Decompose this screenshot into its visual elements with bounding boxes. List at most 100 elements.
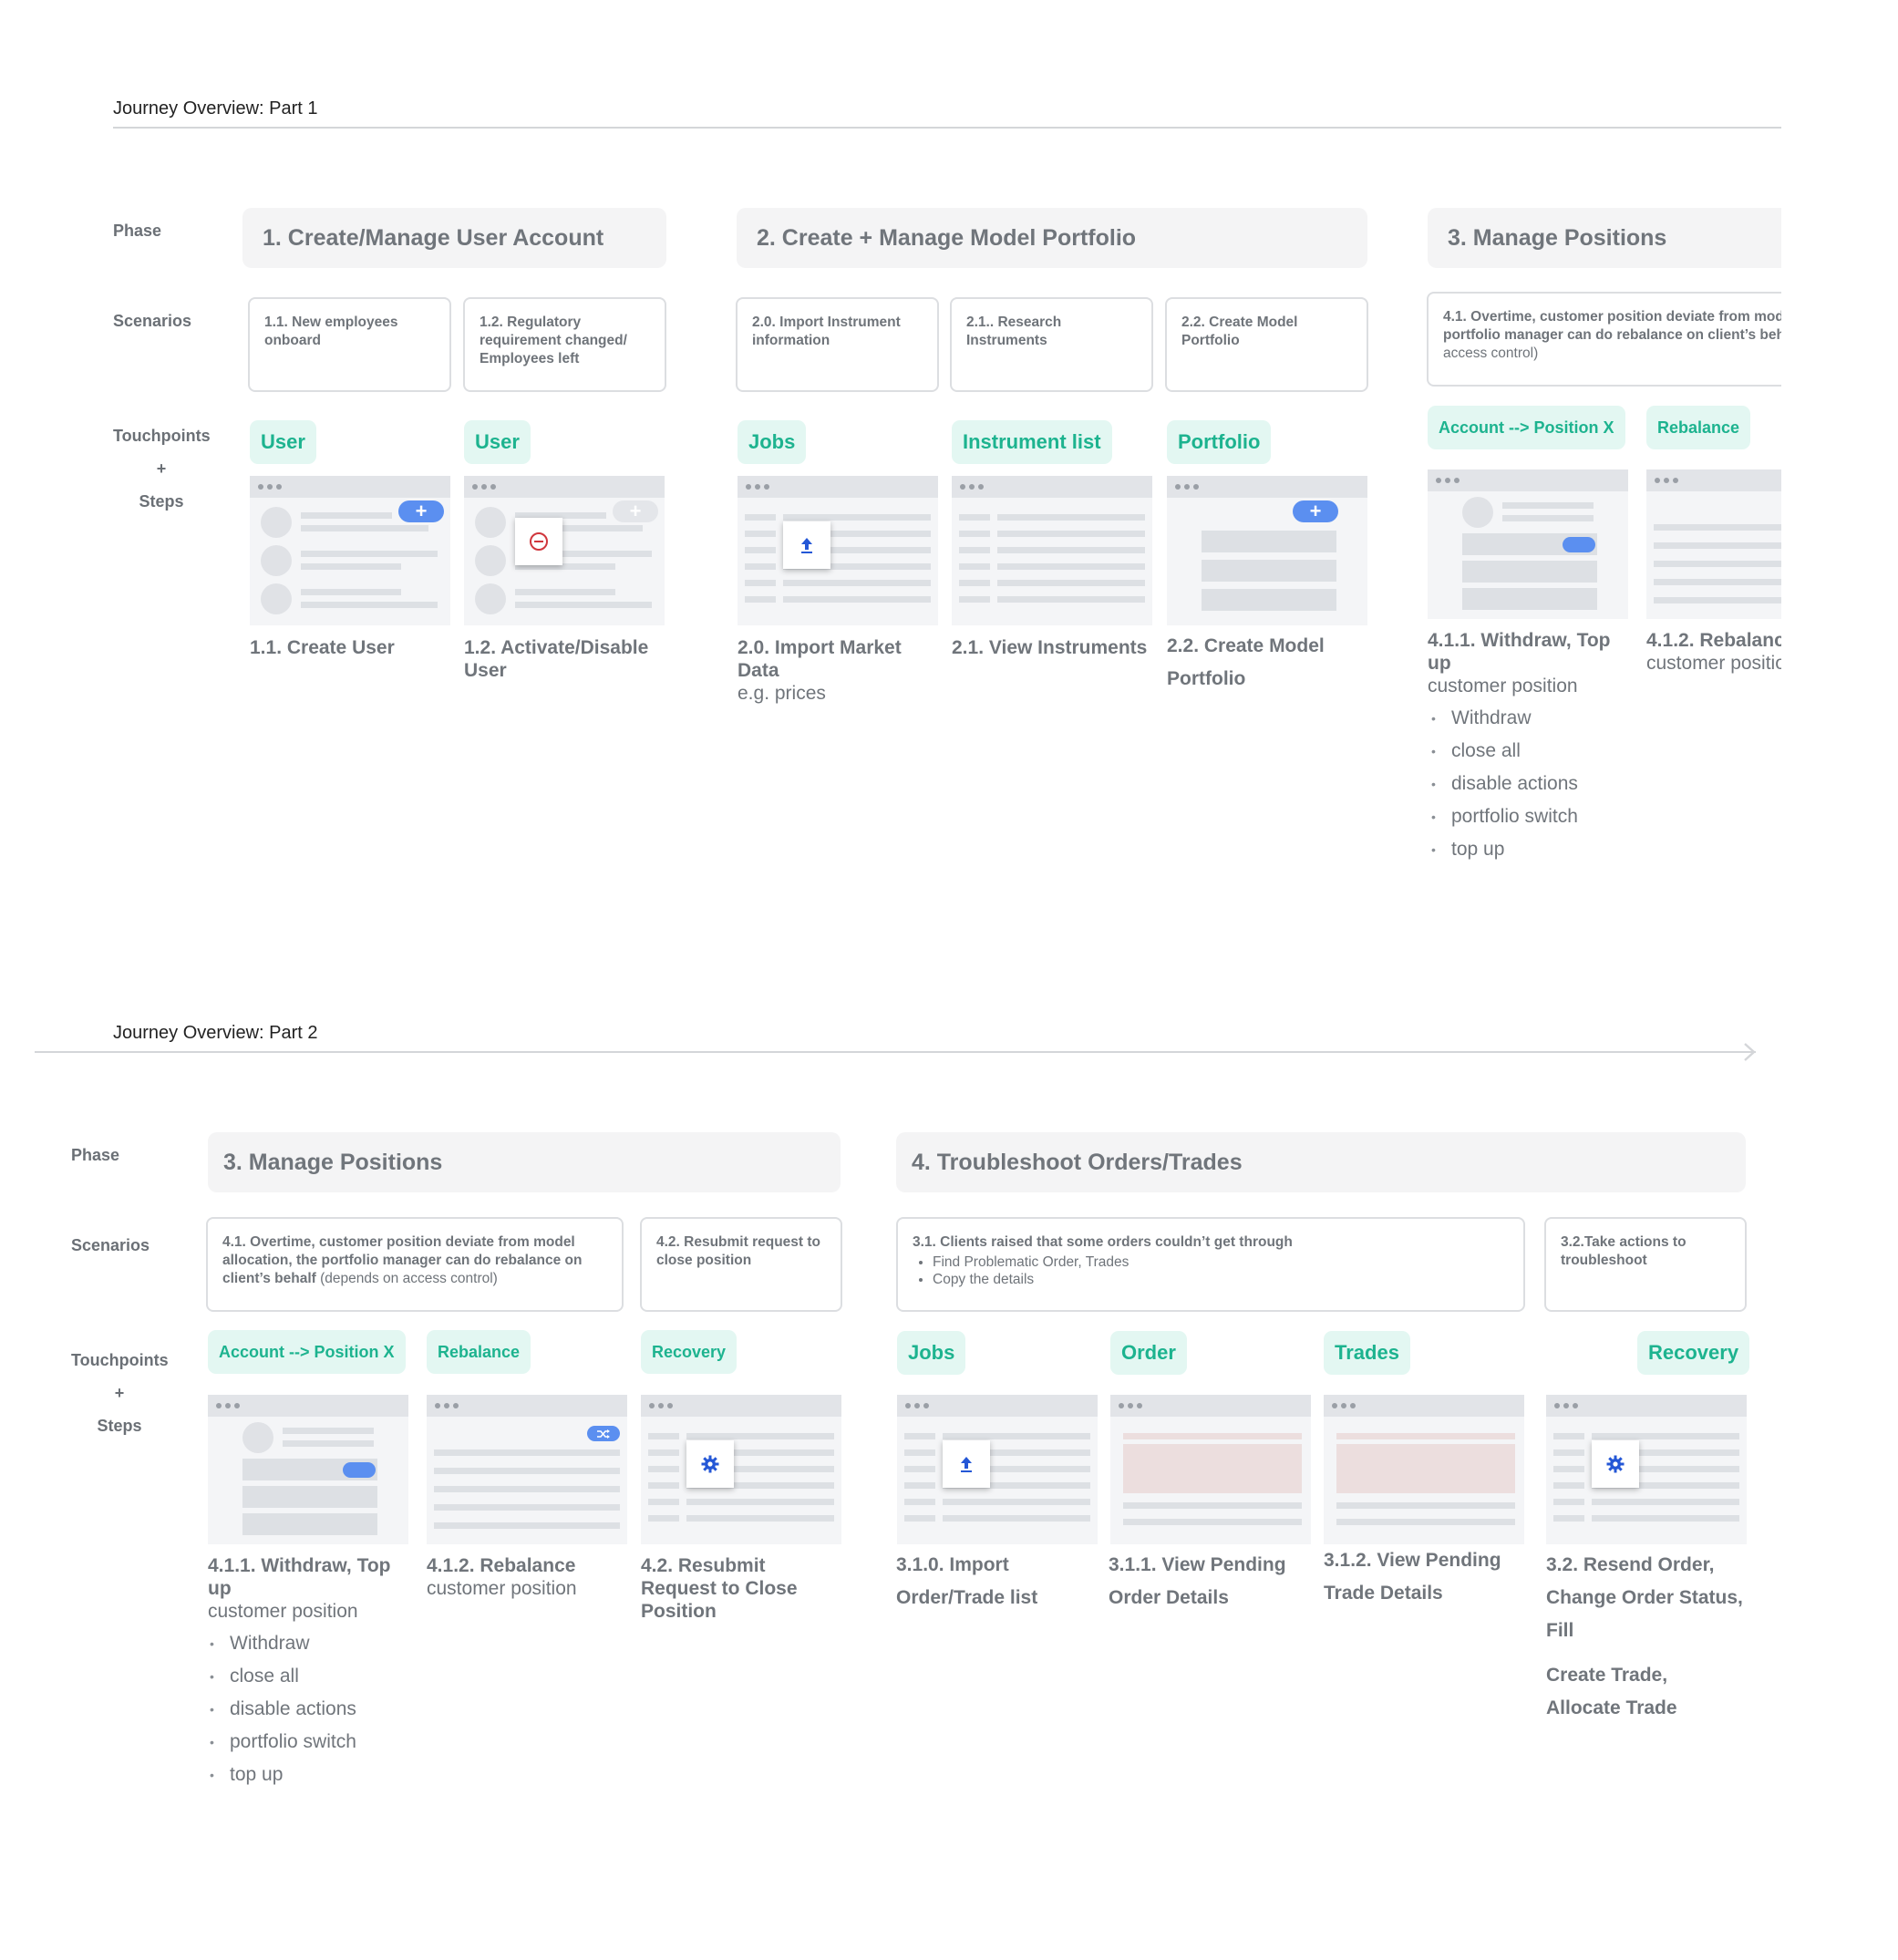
step-extra: Create Trade, Allocate Trade (1546, 1665, 1677, 1718)
row-label-scenarios: Scenarios (71, 1236, 150, 1254)
tag-account-position: Account --> Position X (208, 1330, 406, 1374)
step-activate-disable-user: 1.2. Activate/Disable User (464, 636, 669, 682)
scenario-import-instrument: 2.0. Import Instrument information (736, 297, 939, 392)
scenario-text: 1.2. Regulatory requirement changed/ Emp… (480, 315, 627, 366)
step-title: 3.2. Resend Order, Change Order Status, … (1546, 1554, 1743, 1641)
gear-icon (1592, 1440, 1639, 1488)
step-subtitle: e.g. prices (738, 683, 826, 704)
step-withdraw-top-up: 4.1.1. Withdraw, Top up customer position (208, 1554, 413, 1623)
gear-icon (686, 1440, 734, 1488)
tag-portfolio: Portfolio (1167, 420, 1272, 464)
step-title: 4.1.2. Rebalance (1646, 630, 1781, 651)
thumbnail-pending-order (1110, 1395, 1311, 1544)
upload-icon (783, 521, 830, 569)
shuffle-icon (587, 1426, 620, 1441)
thumbnail-create-model-portfolio: + (1167, 476, 1367, 625)
tag-jobs: Jobs (738, 420, 807, 464)
list-item: disable actions (1431, 768, 1578, 800)
scenario-text: 3.1. Clients raised that some orders cou… (913, 1234, 1293, 1250)
row-label-plus: + (114, 1384, 125, 1402)
step-subtitle: customer position (427, 1578, 577, 1599)
phase-manage-positions: 3. Manage Positions (208, 1132, 841, 1192)
row-label-scenarios: Scenarios (113, 312, 192, 330)
scenario-text: 3.2.Take actions to troubleshoot (1561, 1234, 1687, 1268)
thumbnail-withdraw-top-up (208, 1395, 408, 1544)
thumbnail-rebalance (427, 1395, 627, 1544)
scenario-take-actions: 3.2.Take actions to troubleshoot (1544, 1217, 1747, 1312)
scenario-research-instruments: 2.1.. Research Instruments (950, 297, 1153, 392)
toggle-pill (343, 1462, 376, 1478)
phase-troubleshoot-orders: 4. Troubleshoot Orders/Trades (896, 1132, 1746, 1192)
step-import-market-data: 2.0. Import Market Data e.g. prices (738, 636, 943, 705)
step-title: 2.0. Import Market Data (738, 637, 902, 681)
row-label-phase: Phase (113, 222, 162, 240)
scenario-text: 4.1. Overtime, customer position deviate… (1443, 309, 1781, 343)
list-item: top up (1431, 833, 1578, 866)
part2-divider (35, 1051, 1756, 1053)
plus-icon: + (398, 500, 444, 522)
step-create-user: 1.1. Create User (250, 636, 455, 659)
withdraw-actions-list: Withdraw close all disable actions portf… (208, 1627, 356, 1791)
step-subtitle: customer position (208, 1601, 358, 1622)
step-title: 4.1.2. Rebalance (427, 1555, 576, 1576)
scenario-text: 4.1. Overtime, customer position deviate… (222, 1234, 583, 1286)
thumbnail-resend-order (1546, 1395, 1747, 1544)
step-title: 4.2. Resubmit Request to Close Position (641, 1555, 798, 1622)
tag-trades: Trades (1324, 1331, 1410, 1375)
list-item: top up (210, 1759, 356, 1791)
part1-canvas: 1. Create/Manage User Account 2. Create … (0, 0, 1781, 912)
step-subtitle: customer position (1428, 676, 1578, 696)
tag-account-position: Account --> Position X (1428, 406, 1625, 449)
scenario-regulatory: 1.2. Regulatory requirement changed/ Emp… (463, 297, 666, 392)
thumbnail-import-market-data (738, 476, 938, 625)
toggle-pill (1563, 537, 1595, 552)
thumbnail-rebalance (1646, 469, 1781, 619)
tag-instrument-list: Instrument list (952, 420, 1112, 464)
plus-icon: + (1293, 500, 1338, 522)
tag-jobs: Jobs (897, 1331, 966, 1375)
arrow-right-icon (1744, 1043, 1756, 1061)
thumbnail-view-instruments (952, 476, 1152, 625)
scenario-text: 2.2. Create Model Portfolio (1181, 315, 1298, 348)
step-title: 1.2. Activate/Disable User (464, 637, 649, 681)
step-create-model-portfolio: 2.2. Create Model Portfolio (1167, 630, 1358, 696)
step-title: 4.1.1. Withdraw, Top up (1428, 630, 1611, 674)
step-subtitle: customer position (1646, 653, 1781, 674)
step-import-order-trade: 3.1.0. Import Order/Trade list (896, 1549, 1078, 1614)
scenario-text: 4.2. Resubmit request to close position (656, 1234, 821, 1268)
thumbnail-pending-trade (1324, 1395, 1524, 1544)
scenario-note: (depends on access control) (1443, 346, 1539, 361)
list-item: Copy the details (933, 1271, 1509, 1288)
step-resubmit-close: 4.2. Resubmit Request to Close Position (641, 1554, 828, 1623)
row-label-phase: Phase (71, 1146, 120, 1164)
step-title: 4.1.1. Withdraw, Top up (208, 1555, 391, 1599)
scenario-create-model-portfolio: 2.2. Create Model Portfolio (1165, 297, 1368, 392)
list-item: Find Problematic Order, Trades (933, 1253, 1509, 1271)
tag-recovery: Recovery (641, 1330, 738, 1374)
part1-title: Journey Overview: Part 1 (113, 98, 318, 119)
scenario-text: 1.1. New employees onboard (264, 315, 398, 348)
step-resend-order: 3.2. Resend Order, Change Order Status, … (1546, 1549, 1751, 1647)
step-title: 3.1.2. View Pending Trade Details (1324, 1550, 1501, 1604)
step-title: 3.1.1. View Pending Order Details (1109, 1554, 1286, 1608)
tag-rebalance: Rebalance (427, 1330, 531, 1374)
step-title: 1.1. Create User (250, 637, 395, 658)
list-item: close all (1431, 735, 1578, 768)
scenario-overtime-deviate: 4.1. Overtime, customer position deviate… (206, 1217, 624, 1312)
step-view-instruments: 2.1. View Instruments (952, 636, 1157, 659)
scenario-new-employees: 1.1. New employees onboard (248, 297, 451, 392)
minus-circle-icon (515, 518, 562, 565)
row-label-touchpoints: Touchpoints (113, 427, 211, 445)
row-label-steps: Steps (139, 492, 184, 511)
thumbnail-resubmit-close (641, 1395, 841, 1544)
scenario-resubmit-request: 4.2. Resubmit request to close position (640, 1217, 842, 1312)
phase-model-portfolio: 2. Create + Manage Model Portfolio (737, 208, 1367, 268)
tag-user: User (464, 420, 531, 464)
row-label-steps: Steps (97, 1417, 142, 1435)
list-item: Withdraw (210, 1627, 356, 1660)
phase-create-manage-user: 1. Create/Manage User Account (242, 208, 666, 268)
row-label-touchpoints: Touchpoints (71, 1351, 169, 1369)
thumbnail-activate-disable-user: + (464, 476, 665, 625)
